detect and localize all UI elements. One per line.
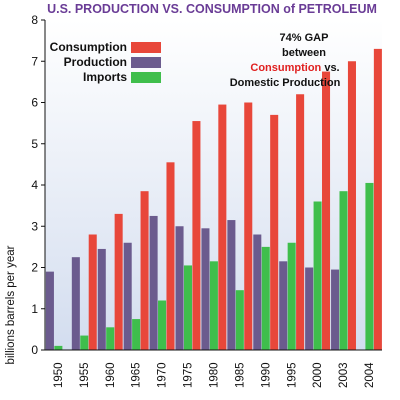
y-tick-label: 8 — [31, 13, 38, 27]
y-tick-label: 2 — [31, 261, 38, 275]
y-tick-label: 7 — [31, 54, 38, 68]
chart-title: U.S. PRODUCTION VS. CONSUMPTION of PETRO… — [47, 2, 377, 16]
x-tick-label: 1960 — [105, 362, 117, 388]
bar-consumption-2004 — [373, 48, 382, 351]
x-tick-label: 1995 — [286, 362, 298, 388]
annotation-consumption-word: Consumption — [250, 62, 321, 74]
x-tick-label: 2003 — [338, 362, 350, 388]
bar-production-1965 — [123, 242, 132, 350]
y-tick-label: 3 — [31, 219, 38, 233]
bar-production-1985 — [227, 220, 236, 350]
x-tick-label: 1965 — [131, 362, 143, 388]
x-tick-label: 2004 — [364, 362, 376, 388]
bar-production-1990 — [253, 234, 262, 350]
bar-production-1955 — [71, 257, 80, 350]
bar-consumption-1980 — [218, 104, 227, 350]
x-tick-label: 2000 — [312, 362, 324, 388]
bars-group — [45, 48, 382, 351]
bar-consumption-2000 — [322, 71, 331, 350]
bar-production-1975 — [175, 226, 184, 350]
bar-consumption-2003 — [347, 61, 356, 350]
y-axis: 0 1 2 3 4 5 6 7 8 — [31, 13, 45, 357]
bar-production-2000 — [305, 267, 314, 350]
x-tick-label: 1950 — [53, 362, 65, 388]
legend-label-consumption: Consumption — [50, 40, 127, 54]
bar-production-1950 — [45, 271, 54, 351]
bar-consumption-1970 — [166, 162, 175, 350]
bar-production-1995 — [279, 261, 288, 350]
x-tick-label: 1975 — [183, 362, 195, 388]
bar-production-1970 — [149, 215, 158, 350]
bar-imports-2003 — [339, 191, 348, 350]
annotation-line-3: Consumption vs. — [250, 62, 339, 74]
bar-production-1980 — [201, 228, 210, 350]
legend-swatch-imports — [131, 72, 161, 83]
x-tick-label: 1985 — [234, 362, 246, 388]
gap-annotation: 74% GAP between Consumption vs. Domestic… — [230, 32, 341, 89]
bar-imports-1995 — [287, 242, 296, 350]
bar-consumption-1965 — [140, 191, 149, 350]
y-tick-label: 1 — [31, 302, 38, 316]
bar-imports-1990 — [261, 246, 270, 351]
bar-imports-1980 — [209, 261, 218, 350]
bar-consumption-1955 — [88, 234, 97, 350]
y-tick-label: 4 — [31, 178, 38, 192]
legend-swatch-production — [131, 57, 161, 68]
legend: Consumption Production Imports — [50, 40, 161, 84]
y-axis-label: billions barrels per year — [5, 245, 17, 364]
x-tick-label: 1990 — [260, 362, 272, 388]
bar-imports-1985 — [235, 290, 244, 350]
x-tick-label: 1955 — [79, 362, 91, 388]
annotation-line-2: between — [282, 47, 326, 59]
bar-imports-1970 — [158, 300, 167, 350]
bar-consumption-1960 — [114, 213, 123, 351]
legend-swatch-consumption — [131, 42, 161, 53]
bar-consumption-1985 — [244, 102, 253, 350]
annotation-line-1: 74% GAP — [280, 32, 329, 44]
annotation-line-4: Domestic Production — [230, 77, 341, 89]
x-axis: 1950 1955 1960 1965 1970 1975 1980 1985 1990 1995… — [53, 362, 376, 388]
bar-imports-1955 — [80, 335, 89, 350]
bar-imports-1975 — [183, 265, 192, 350]
legend-label-production: Production — [64, 55, 127, 69]
bar-imports-1960 — [106, 327, 115, 350]
bar-imports-1950 — [54, 345, 63, 351]
bar-imports-2000 — [313, 201, 322, 350]
x-tick-label: 1980 — [209, 362, 221, 388]
bar-production-2003 — [331, 269, 340, 350]
y-tick-label: 0 — [31, 343, 38, 357]
bar-imports-1965 — [132, 319, 141, 350]
bar-consumption-1990 — [270, 114, 279, 351]
x-tick-label: 1970 — [157, 362, 169, 388]
y-tick-label: 6 — [31, 96, 38, 110]
bar-consumption-1995 — [296, 94, 305, 350]
bar-consumption-1975 — [192, 121, 201, 350]
y-tick-label: 5 — [31, 137, 38, 151]
legend-label-imports: Imports — [83, 70, 127, 84]
bar-imports-2004 — [365, 182, 374, 350]
bar-production-1960 — [97, 248, 106, 350]
annotation-vs-word: vs. — [321, 62, 339, 74]
